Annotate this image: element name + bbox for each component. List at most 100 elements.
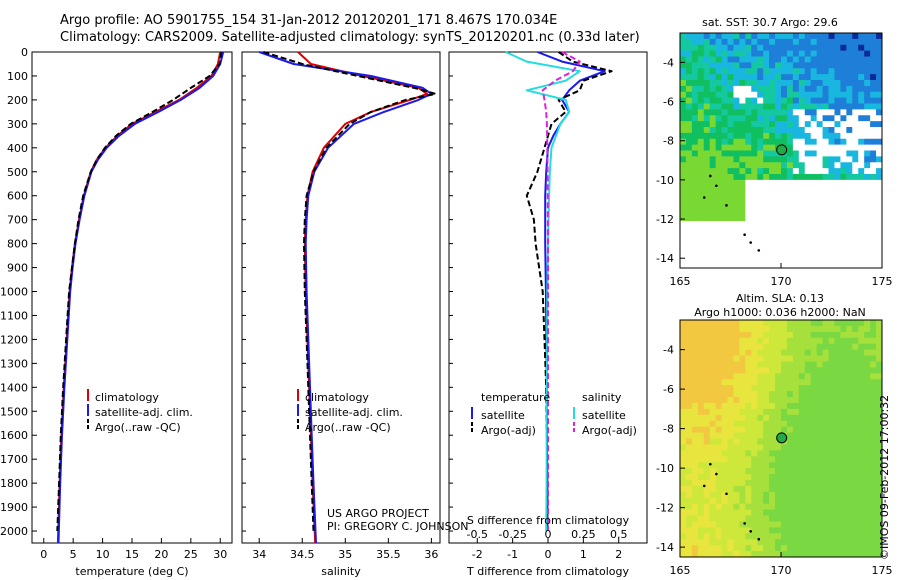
x-tick-label: 34	[252, 548, 266, 561]
sla-map-cells	[680, 320, 883, 558]
y-tick-label: 1000	[0, 286, 28, 299]
island-marker	[702, 196, 706, 199]
legend-entry: satellite-adj. clim.	[95, 406, 193, 419]
island-marker	[757, 249, 761, 252]
map-x-tick-label: 165	[670, 275, 691, 288]
top-tick-label: 0.5	[610, 528, 628, 541]
island-marker	[725, 204, 728, 207]
x-tick-label: 35	[338, 548, 352, 561]
x-axis-label: salinity	[321, 565, 361, 578]
series-line-temperature-satellite	[537, 51, 606, 532]
x-tick-label: 0	[40, 548, 47, 561]
x-tick-label: 5	[70, 548, 77, 561]
top-tick-label: 0.25	[571, 528, 596, 541]
x-tick-label: 34.5	[290, 548, 315, 561]
y-tick-label: 1800	[0, 477, 28, 490]
sst-map-cells	[680, 33, 883, 269]
map-y-tick-label: -6	[663, 96, 674, 109]
timestamp-footer: ©IMOS 09-Feb-2012 17:00:32	[878, 394, 891, 560]
map-x-tick-label: 175	[872, 275, 893, 288]
x-tick-label: 35.5	[376, 548, 401, 561]
series-line-argo-raw-qc-	[263, 51, 437, 532]
top-tick-label: -0.25	[498, 528, 526, 541]
y-tick-label: 1400	[0, 381, 28, 394]
x-tick-label: 2	[615, 548, 622, 561]
annotation-project: US ARGO PROJECT	[327, 507, 429, 520]
header-line-1: Argo profile: AO 5901755_154 31-Jan-2012…	[60, 13, 558, 28]
island-marker	[743, 233, 746, 237]
argo-position-marker	[776, 432, 788, 444]
x-axis-label: T difference from climatology	[466, 565, 629, 578]
map-y-tick-label: -10	[656, 462, 674, 475]
annotation-pi: PI: GREGORY C. JOHNSON	[327, 520, 468, 533]
map-y-tick-label: -4	[663, 344, 674, 357]
map-y-tick-label: -8	[663, 423, 674, 436]
legend-entry: Argo(-adj)	[582, 424, 637, 437]
island-marker	[749, 241, 752, 244]
legend-entry: satellite	[582, 409, 626, 422]
y-tick-label: 1700	[0, 453, 28, 466]
island-marker	[709, 462, 712, 466]
y-tick-label: 500	[7, 166, 28, 179]
sst-map-title: sat. SST: 30.7 Argo: 29.6	[702, 16, 838, 29]
y-tick-label: 0	[21, 46, 28, 59]
island-marker	[725, 492, 728, 496]
argo-position-marker	[776, 144, 788, 156]
x-tick-label: 1	[580, 548, 587, 561]
island-marker	[749, 530, 752, 533]
y-tick-label: 1300	[0, 357, 28, 370]
x-tick-label: 10	[96, 548, 110, 561]
sla-map-title-2: Argo h1000: 0.036 h2000: NaN	[694, 306, 866, 319]
map-y-tick-label: -8	[663, 135, 674, 148]
x-tick-label: 20	[154, 548, 168, 561]
map-y-tick-label: -4	[663, 56, 674, 69]
top-tick-label: -0.5	[467, 528, 488, 541]
map-x-tick-label: 175	[872, 564, 893, 577]
island-marker	[715, 472, 718, 476]
island-marker	[715, 184, 718, 188]
x-tick-label: -2	[472, 548, 483, 561]
island-marker	[757, 537, 761, 541]
legend-entry: satellite	[481, 409, 525, 422]
y-tick-label: 1900	[0, 501, 28, 514]
sla-map-title-1: Altim. SLA: 0.13	[736, 292, 824, 305]
top-axis-label: S difference from climatology	[467, 514, 630, 527]
panel-frame-1	[31, 51, 233, 544]
series-line-temperature-argo-adj-	[525, 51, 613, 531]
y-tick-label: 300	[7, 118, 28, 131]
map-x-tick-label: 170	[771, 564, 792, 577]
legend-entry: climatology	[305, 391, 369, 404]
x-tick-label: -1	[507, 548, 518, 561]
x-axis-label: temperature (deg C)	[75, 565, 188, 578]
y-tick-label: 1200	[0, 333, 28, 346]
legend-entry: Argo(..raw -QC)	[305, 421, 391, 434]
y-tick-label: 400	[7, 142, 28, 155]
map-y-tick-label: -14	[656, 252, 674, 265]
series-line-salinity-argo-adj-	[541, 51, 581, 531]
legend-title-salinity: salinity	[582, 391, 622, 404]
x-tick-label: 15	[125, 548, 139, 561]
x-tick-label: 30	[213, 548, 227, 561]
series-line-argo-raw-qc-	[56, 51, 223, 532]
top-tick-label: 0	[545, 528, 552, 541]
y-tick-label: 200	[7, 94, 28, 107]
map-x-tick-label: 170	[771, 275, 792, 288]
y-tick-label: 1600	[0, 429, 28, 442]
legend-entry: Argo(-adj)	[481, 424, 536, 437]
x-tick-label: 0	[545, 548, 552, 561]
y-tick-label: 1100	[0, 309, 28, 322]
y-tick-label: 700	[7, 214, 28, 227]
x-tick-label: 36	[424, 548, 438, 561]
island-marker	[709, 174, 712, 178]
y-tick-label: 600	[7, 190, 28, 203]
map-y-tick-label: -6	[663, 383, 674, 396]
y-tick-label: 900	[7, 262, 28, 275]
map-x-tick-label: 165	[670, 564, 691, 577]
header-line-2: Climatology: CARS2009. Satellite-adjuste…	[60, 30, 640, 45]
map-y-tick-label: -10	[656, 174, 674, 187]
panel-frame-2	[241, 51, 441, 544]
y-tick-label: 800	[7, 238, 28, 251]
y-tick-label: 100	[7, 70, 28, 83]
map-y-tick-label: -12	[656, 502, 674, 515]
